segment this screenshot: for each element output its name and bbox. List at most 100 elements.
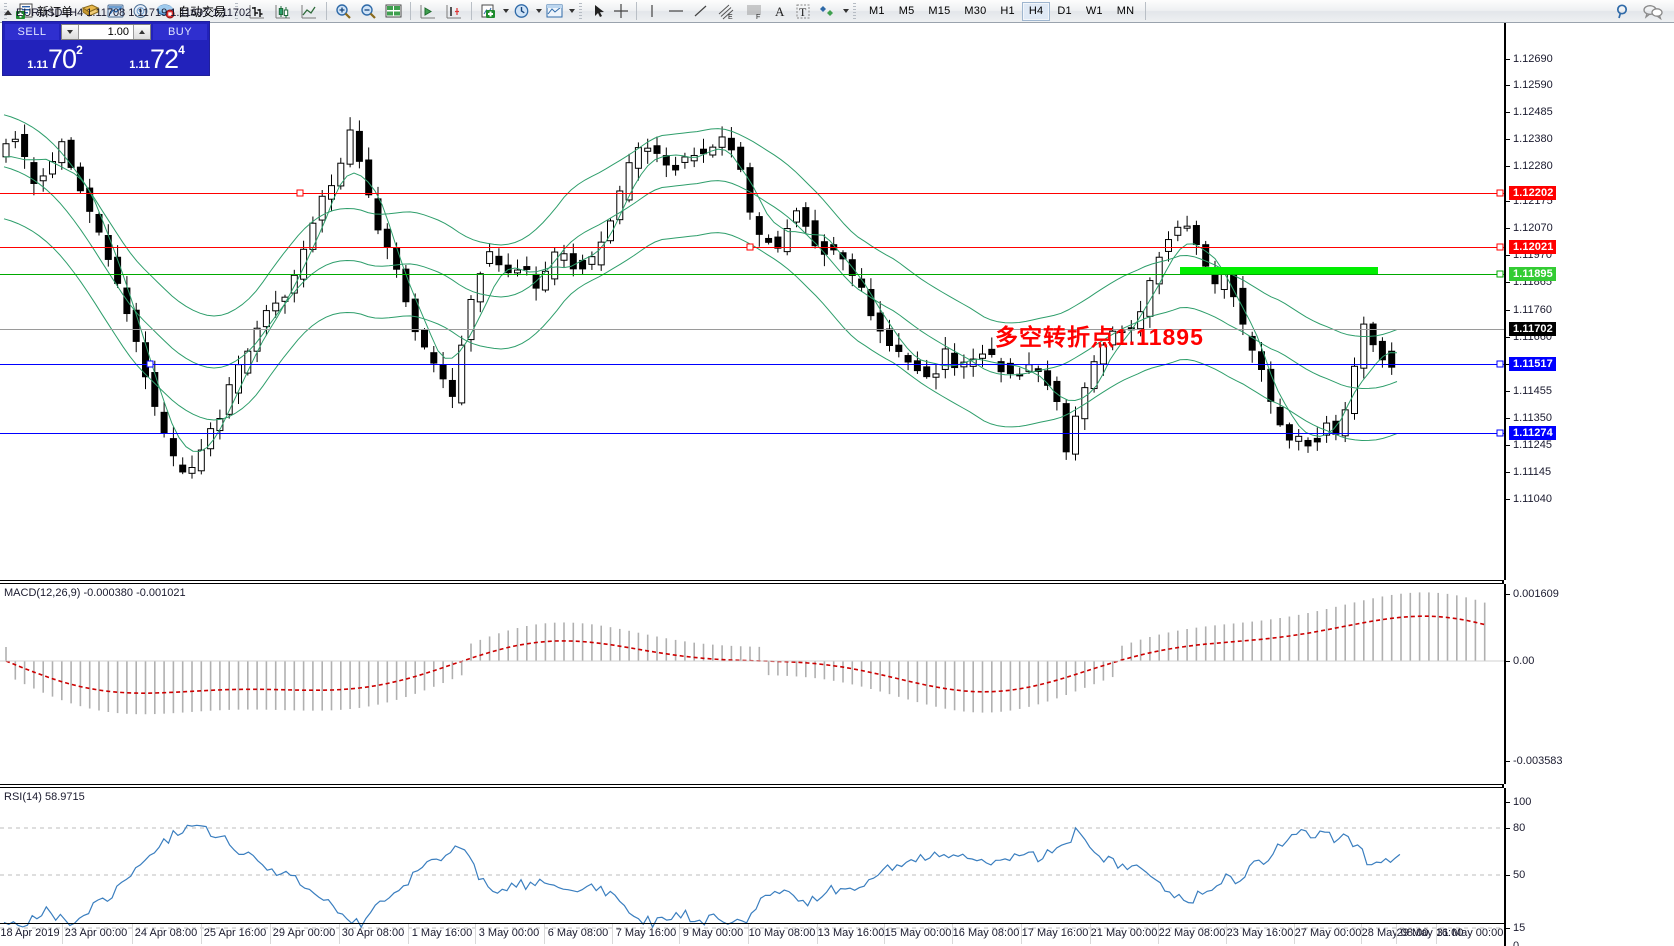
volume-decrease-button[interactable] <box>62 25 79 39</box>
resistance-line-1-handle[interactable] <box>296 189 304 197</box>
auto-scroll-icon <box>446 4 462 18</box>
profiles-button[interactable] <box>78 1 103 22</box>
text-label-icon: T <box>796 4 810 19</box>
time-axis-label: 30 Apr 08:00 <box>341 927 405 939</box>
support-line-2-handle[interactable] <box>1496 429 1504 437</box>
trendline-button[interactable] <box>689 1 713 22</box>
rsi-axis-tick <box>1506 875 1510 876</box>
resistance-line-1-handle-right[interactable] <box>1496 189 1504 197</box>
toolbar-grip-2[interactable] <box>234 2 242 20</box>
indicators-button[interactable] <box>476 1 501 22</box>
support-line-1-handle[interactable] <box>146 360 154 368</box>
collapse-arrow-icon[interactable] <box>4 10 12 15</box>
cursor-button[interactable] <box>588 1 610 22</box>
text-label-button[interactable]: T <box>791 1 815 22</box>
resistance-line-1[interactable] <box>0 193 1504 194</box>
fibonacci-icon: F <box>747 5 762 20</box>
timeframe-mn[interactable]: MN <box>1116 5 1135 17</box>
volume-stepper[interactable]: 1.00 <box>61 24 151 40</box>
ask-price-display[interactable]: 1.11 72 4 <box>107 42 207 73</box>
timeframe-h4[interactable]: H4 <box>1021 1 1051 21</box>
search-icon[interactable] <box>1614 3 1632 20</box>
bid-price-big: 70 <box>48 44 77 74</box>
resistance-line-2-handle-right[interactable] <box>1496 243 1504 251</box>
toolbar-separator-1 <box>326 2 328 20</box>
tile-windows-button[interactable] <box>381 1 406 22</box>
chat-icon[interactable] <box>1642 3 1664 20</box>
bid-price-display[interactable]: 1.11 70 2 <box>5 42 105 73</box>
price-axis-tick <box>1506 364 1510 365</box>
price-axis-tick <box>1506 166 1510 167</box>
zoom-out-button[interactable] <box>356 1 381 22</box>
price-axis-tick <box>1506 391 1510 392</box>
new-order-button[interactable]: 新订单 <box>13 1 78 22</box>
bar-chart-button[interactable] <box>244 1 270 22</box>
timeframe-m1[interactable]: M1 <box>869 5 885 17</box>
level-price-tag-red[interactable]: 1.12021 <box>1509 240 1557 254</box>
level-price-tag-blue[interactable]: 1.11274 <box>1509 426 1556 440</box>
time-axis-label: 13 May 16:00 <box>817 927 885 939</box>
periods-button[interactable] <box>509 1 534 22</box>
rsi-pane-top-border-2 <box>0 787 1504 788</box>
shapes-button[interactable] <box>815 1 841 22</box>
pivot-line[interactable] <box>0 274 1504 275</box>
time-axis[interactable]: 18 Apr 2019 23 Apr 00:00 24 Apr 08:00 25 Ap… <box>0 924 1504 944</box>
rsi-pane[interactable]: RSI(14) 58.9715 <box>0 788 1504 946</box>
price-axis[interactable]: 1.12690 1.12590 1.12485 1.12380 1.12280 1.121… <box>1504 23 1674 580</box>
timeframe-d1[interactable]: D1 <box>1057 5 1072 17</box>
templates-button[interactable] <box>542 1 567 22</box>
resistance-line-2-handle[interactable] <box>746 243 754 251</box>
toolbar-grip-3[interactable] <box>578 2 586 20</box>
candlestick-chart-icon <box>275 4 291 18</box>
support-line-1[interactable] <box>0 364 1504 365</box>
chart-shift-button[interactable] <box>415 1 441 22</box>
candlestick-chart-button[interactable] <box>270 1 296 22</box>
macd-axis-label: -0.003583 <box>1513 755 1563 767</box>
text-button[interactable]: A <box>769 1 791 22</box>
sell-button[interactable]: SELL <box>5 24 59 40</box>
volume-input[interactable]: 1.00 <box>107 26 129 38</box>
macd-pane[interactable]: MACD(12,26,9) -0.000380 -0.001021 <box>0 584 1504 784</box>
navigator-button[interactable] <box>128 1 153 22</box>
volume-increase-button[interactable] <box>133 25 150 39</box>
timeframe-m30[interactable]: M30 <box>964 5 987 17</box>
line-chart-button[interactable] <box>296 1 322 22</box>
auto-scroll-button[interactable] <box>441 1 467 22</box>
level-price-tag-blue[interactable]: 1.11517 <box>1509 357 1556 371</box>
line-chart-icon <box>301 4 317 18</box>
equidistant-channel-button[interactable]: E <box>713 1 741 22</box>
toolbar-grip-4[interactable] <box>852 2 860 20</box>
time-axis-separator <box>62 924 63 944</box>
support-line-2[interactable] <box>0 433 1504 434</box>
market-watch-button[interactable] <box>103 1 128 22</box>
price-axis-tick <box>1506 85 1510 86</box>
crosshair-button[interactable] <box>610 1 632 22</box>
horizontal-line-button[interactable] <box>663 1 689 22</box>
chart-window[interactable]: 多空转折点1.11895 1.12690 1.12590 1.12485 1.1238… <box>0 23 1674 946</box>
timeframe-m5[interactable]: M5 <box>898 5 915 17</box>
zoom-in-button[interactable] <box>331 1 356 22</box>
templates-dropdown-caret[interactable] <box>569 9 576 13</box>
macd-axis-tick <box>1506 661 1510 662</box>
fibonacci-button[interactable]: F <box>741 1 769 22</box>
svg-text:E: E <box>728 14 733 20</box>
one-click-trading-panel[interactable]: EURUSD-,H4 1.11708 1.11719 1.11697 1.117… <box>2 6 251 76</box>
timeframe-w1[interactable]: W1 <box>1085 5 1103 17</box>
autotrading-button[interactable]: 自动交易 <box>153 1 231 22</box>
current-price-tag[interactable]: 1.11702 <box>1509 322 1556 336</box>
time-axis-label: 25 Apr 16:00 <box>203 927 267 939</box>
buy-button[interactable]: BUY <box>153 24 207 40</box>
indicators-dropdown-caret[interactable] <box>503 9 510 13</box>
periods-icon <box>514 4 529 18</box>
level-price-tag-green[interactable]: 1.11895 <box>1509 267 1556 281</box>
pivot-line-handle[interactable] <box>1496 270 1504 278</box>
periods-dropdown-caret[interactable] <box>536 9 543 13</box>
shapes-dropdown-caret[interactable] <box>843 9 850 13</box>
price-pane[interactable]: 多空转折点1.11895 <box>0 23 1504 580</box>
vertical-line-button[interactable] <box>641 1 663 22</box>
price-axis-tick <box>1506 418 1510 419</box>
timeframe-m15[interactable]: M15 <box>928 5 951 17</box>
level-price-tag-red[interactable]: 1.12202 <box>1509 186 1557 200</box>
timeframe-h1[interactable]: H1 <box>1000 5 1015 17</box>
support-line-1-handle-right[interactable] <box>1496 360 1504 368</box>
